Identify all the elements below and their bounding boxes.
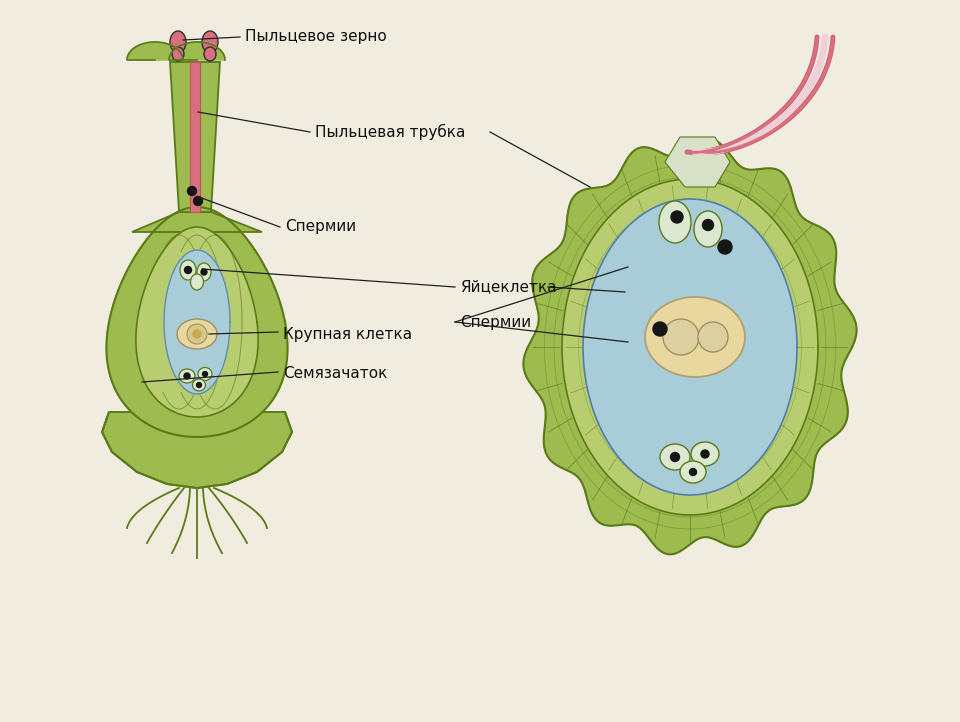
Circle shape [653, 322, 667, 336]
Circle shape [718, 240, 732, 254]
Ellipse shape [193, 379, 205, 391]
Circle shape [689, 469, 697, 476]
Polygon shape [107, 207, 288, 437]
Polygon shape [562, 179, 818, 515]
Text: Спермии: Спермии [460, 315, 531, 329]
Circle shape [701, 450, 709, 458]
Polygon shape [132, 212, 262, 232]
Ellipse shape [177, 319, 217, 349]
Text: Семязачаток: Семязачаток [283, 367, 388, 381]
Circle shape [187, 186, 197, 196]
Polygon shape [136, 227, 258, 417]
Text: Спермии: Спермии [285, 219, 356, 235]
Text: Яйцеклетка: Яйцеклетка [460, 279, 557, 295]
Polygon shape [583, 199, 797, 495]
Polygon shape [523, 139, 856, 554]
Ellipse shape [172, 47, 184, 61]
Ellipse shape [694, 211, 722, 247]
Circle shape [703, 219, 713, 230]
Text: Пыльцевое зерно: Пыльцевое зерно [245, 30, 387, 45]
Polygon shape [169, 42, 225, 60]
Circle shape [184, 373, 190, 379]
Ellipse shape [198, 367, 212, 380]
Ellipse shape [691, 442, 719, 466]
Polygon shape [164, 250, 230, 394]
Polygon shape [665, 137, 730, 187]
Polygon shape [190, 62, 200, 212]
Ellipse shape [659, 201, 691, 243]
Ellipse shape [190, 274, 204, 290]
Circle shape [671, 211, 683, 223]
Circle shape [187, 324, 207, 344]
Ellipse shape [204, 47, 216, 61]
Circle shape [194, 196, 203, 206]
Ellipse shape [645, 297, 745, 377]
Ellipse shape [680, 461, 706, 483]
Ellipse shape [170, 31, 186, 53]
Circle shape [670, 453, 680, 461]
Circle shape [184, 266, 191, 274]
Ellipse shape [660, 444, 690, 470]
Polygon shape [170, 62, 220, 212]
Ellipse shape [197, 263, 211, 281]
Ellipse shape [180, 260, 196, 280]
Circle shape [201, 269, 207, 275]
Circle shape [663, 319, 699, 355]
Circle shape [193, 330, 201, 338]
Circle shape [698, 322, 728, 352]
Text: Крупная клетка: Крупная клетка [283, 326, 412, 342]
Polygon shape [127, 42, 183, 60]
Ellipse shape [179, 369, 195, 383]
Text: Пыльцевая трубка: Пыльцевая трубка [315, 124, 466, 140]
Circle shape [203, 372, 207, 376]
Ellipse shape [202, 31, 218, 53]
Circle shape [197, 383, 202, 388]
Polygon shape [102, 412, 292, 488]
